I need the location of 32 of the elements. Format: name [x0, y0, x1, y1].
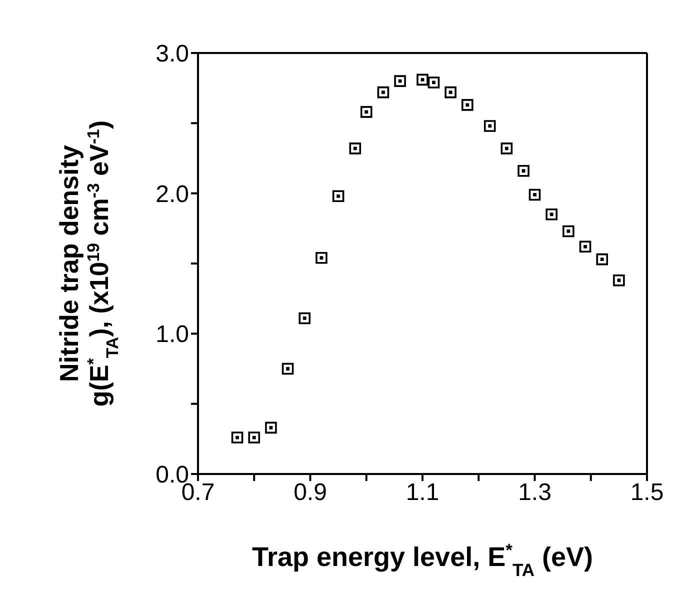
point [613, 274, 625, 286]
point [248, 432, 260, 444]
point [484, 120, 496, 132]
point [518, 164, 530, 177]
point [562, 225, 574, 238]
y-tick-label: 2.0 [156, 180, 189, 208]
x-tick-label: 1.1 [406, 479, 440, 506]
point [332, 190, 344, 202]
point [528, 188, 541, 201]
y-tick-label: 1.0 [156, 321, 189, 348]
point [546, 208, 558, 220]
y-tick-label: 3.0 [156, 40, 189, 68]
point [316, 252, 328, 264]
x-axis-title: Trap energy level, E$^{*}$$_{TA}$ (eV) [252, 540, 594, 580]
x-tick-label: 1.3 [518, 479, 552, 506]
point [416, 74, 428, 86]
point [579, 240, 592, 253]
point [377, 86, 390, 98]
x-tick-label: 0.9 [294, 479, 327, 506]
point [394, 75, 406, 87]
point [349, 142, 362, 154]
point [360, 106, 372, 118]
point [282, 362, 294, 375]
point [428, 76, 440, 88]
point [265, 422, 277, 434]
point [298, 312, 311, 324]
point [500, 142, 513, 154]
point [444, 86, 456, 98]
x-tick-label: 1.5 [630, 479, 664, 506]
point [231, 432, 244, 444]
point [462, 99, 474, 111]
point [596, 253, 608, 266]
